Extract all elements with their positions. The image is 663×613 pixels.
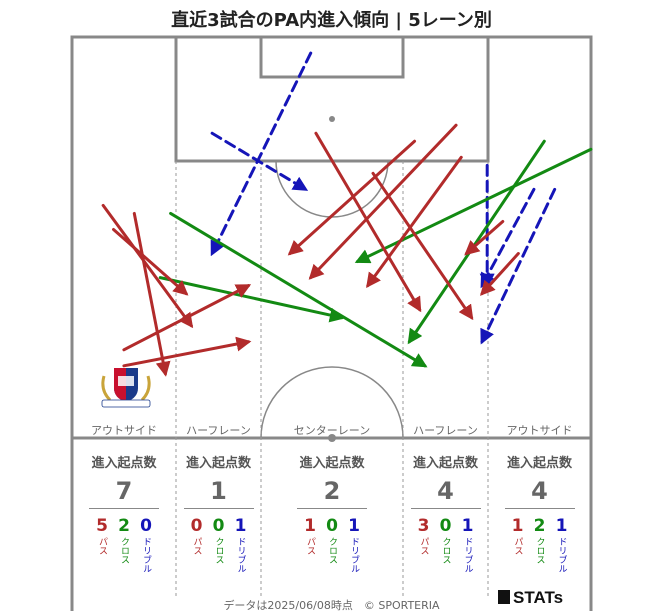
dribble-count: 1 ドリブル	[234, 516, 247, 573]
stat-divider	[504, 508, 575, 509]
pass-arrow-3	[112, 227, 189, 296]
lane-stats-3: 進入起点数 2 1 パス 0 クロス 1 ドリブル	[261, 452, 403, 573]
dribble-arrow-4	[480, 187, 536, 289]
cross-arrow-4	[407, 139, 546, 345]
pass-count: 3 パス	[417, 516, 430, 555]
dribble-count: 1 ドリブル	[461, 516, 474, 573]
stat-divider	[297, 508, 367, 509]
penalty-arc	[275, 160, 389, 218]
lane-stats-1: 進入起点数 7 5 パス 2 クロス 0 ドリブル	[72, 452, 176, 573]
pass-arrow-5	[132, 211, 171, 377]
pass-arrow-11	[479, 252, 520, 296]
pass-count: 0 パス	[190, 516, 203, 555]
arrows-layer	[101, 51, 593, 377]
lane-stats-4: 進入起点数 4 3 パス 0 クロス 1 ドリブル	[403, 452, 488, 573]
brand-mark-icon	[498, 590, 510, 604]
stat-divider	[183, 508, 254, 509]
stat-total: 7	[115, 477, 133, 505]
dribble-count: 0 ドリブル	[140, 516, 152, 573]
lane-label-1: アウトサイド	[91, 424, 157, 437]
pass-arrow-10	[371, 171, 474, 321]
stat-header: 進入起点数	[412, 456, 478, 471]
pitch-lines	[70, 35, 593, 611]
lane-label-2: ハーフレーン	[186, 424, 251, 437]
lane-stats-2: 進入起点数 1 0 パス 0 クロス 1 ドリブル	[176, 452, 261, 573]
brand-logo: STATs	[498, 588, 563, 608]
stat-header: 進入起点数	[299, 456, 365, 471]
center-spot	[328, 434, 336, 442]
lane-label-5: アウトサイド	[506, 424, 573, 437]
brand-text: STATs	[513, 588, 564, 607]
cross-count: 2 クロス	[533, 516, 546, 564]
dribble-arrow-2	[210, 131, 309, 191]
pass-arrow-8	[287, 139, 417, 256]
pass-arrow-7	[308, 123, 458, 280]
pass-arrow-4	[101, 203, 194, 329]
stat-divider	[89, 508, 159, 509]
pass-count: 1 パス	[511, 516, 524, 555]
stat-divider	[410, 508, 481, 509]
pass-arrow-12	[464, 219, 505, 256]
footer-note: データは2025/06/08時点 © SPORTERIA	[223, 599, 440, 612]
cross-arrow-3	[158, 276, 345, 323]
goal-area	[259, 35, 405, 79]
pass-count: 1 パス	[304, 516, 316, 555]
cross-arrow-2	[354, 147, 593, 264]
lane-label-3: センターレーン	[293, 424, 371, 437]
dribble-arrow-5	[480, 187, 557, 345]
dribble-count: 1 ドリブル	[555, 516, 568, 573]
cross-count: 2 クロス	[118, 516, 130, 564]
club-logo-icon	[101, 368, 151, 408]
stat-total: 4	[531, 477, 548, 505]
stat-header: 進入起点数	[506, 456, 572, 471]
pass-count: 5 パス	[96, 516, 108, 555]
center-circle	[260, 366, 404, 439]
stat-total: 2	[323, 477, 341, 505]
stat-total: 1	[210, 477, 227, 505]
dribble-count: 1 ドリブル	[348, 516, 360, 573]
stat-header: 進入起点数	[91, 456, 157, 471]
cross-arrow-1	[169, 211, 428, 368]
pass-arrow-9	[366, 155, 463, 289]
stat-header: 進入起点数	[185, 456, 251, 471]
lane-label-4: ハーフレーン	[413, 424, 478, 437]
dribble-arrow-1	[210, 51, 313, 257]
chart-title: 直近3試合のPA内進入傾向 | 5レーン別	[171, 10, 492, 31]
lane-stats-5: 進入起点数 4 1 パス 2 クロス 1 ドリブル	[488, 452, 591, 573]
cross-count: 0 クロス	[439, 516, 452, 564]
penalty-spot	[329, 116, 335, 122]
stat-total: 4	[437, 477, 454, 505]
pass-arrow-6	[314, 131, 422, 313]
cross-count: 0 クロス	[326, 516, 338, 564]
cross-count: 0 クロス	[212, 516, 225, 564]
pass-arrow-2	[122, 336, 252, 368]
